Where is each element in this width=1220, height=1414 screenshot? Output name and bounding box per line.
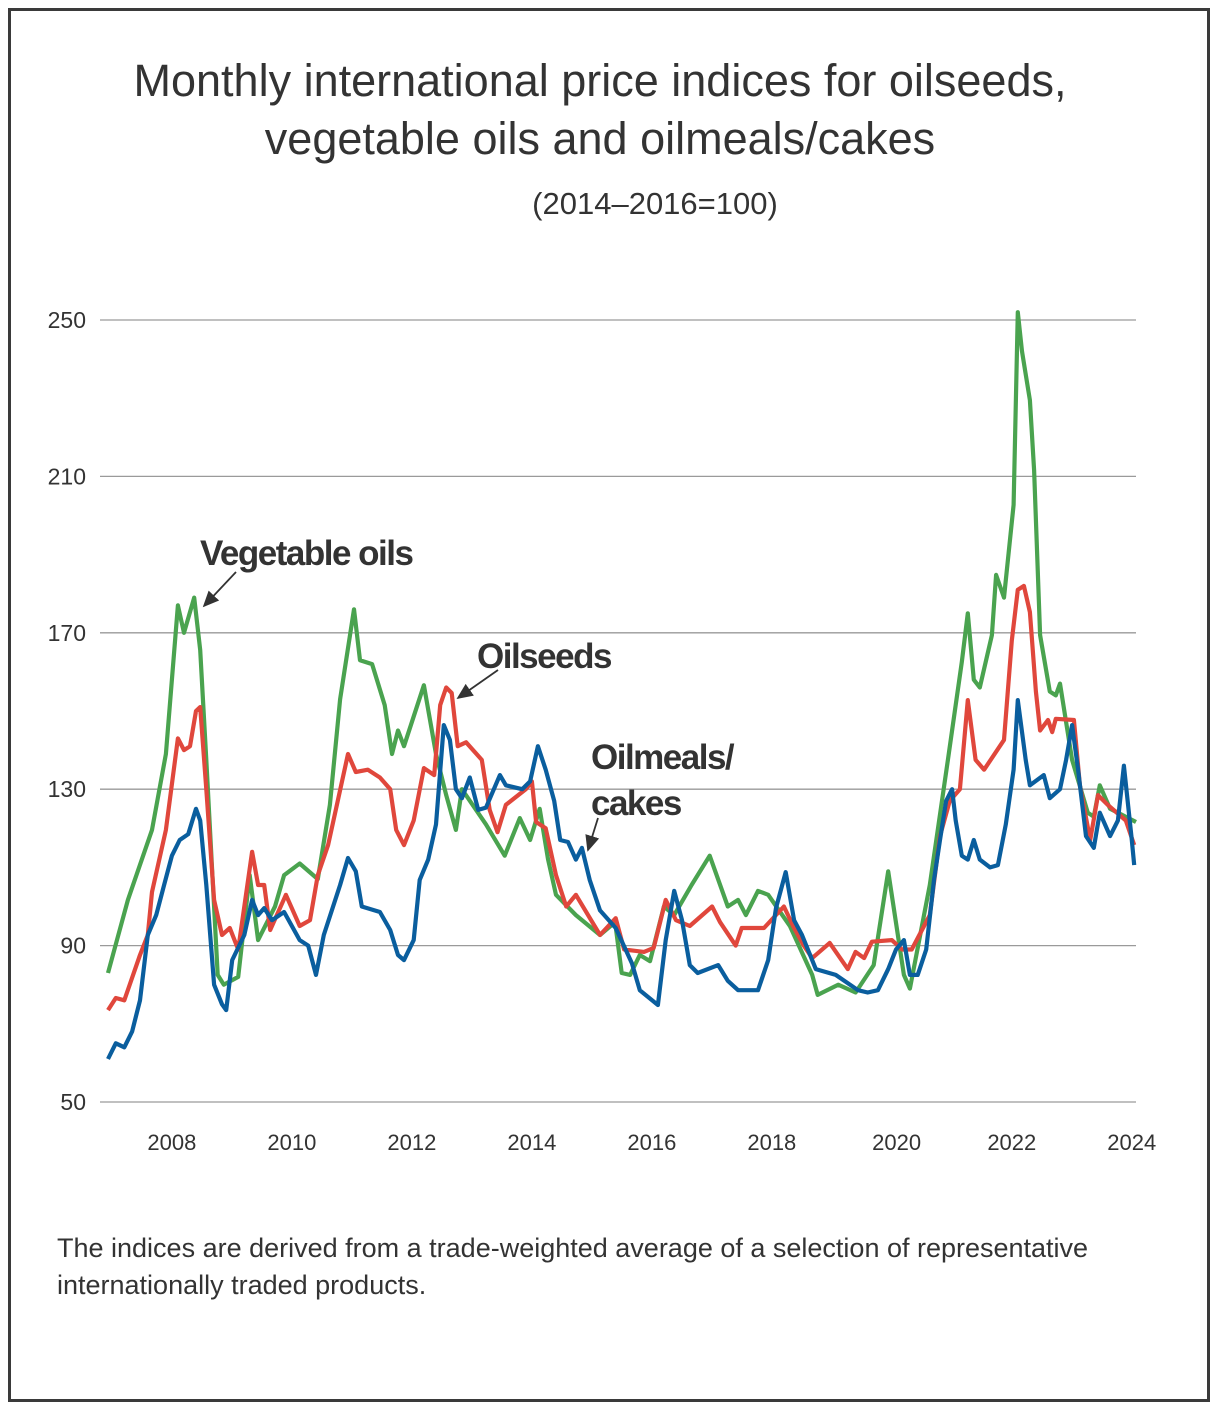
chart-frame xyxy=(8,8,1210,1402)
series-line-vegetable-oils xyxy=(105,310,1137,997)
series-line-oilmeals-cakes xyxy=(106,698,1137,1060)
annotation-label: Oilseeds xyxy=(477,637,612,676)
x-tick-label: 2010 xyxy=(267,1130,316,1155)
y-tick-label: 170 xyxy=(48,620,86,646)
y-tick-label: 250 xyxy=(48,307,86,333)
annotation-label: Vegetable oils xyxy=(200,534,413,573)
series-line-oilseeds xyxy=(106,583,1137,1012)
y-tick-label: 130 xyxy=(48,776,86,802)
y-tick-label: 210 xyxy=(48,463,86,489)
x-tick-label: 2022 xyxy=(987,1130,1036,1155)
chart-subtitle: (2014–2016=100) xyxy=(532,186,778,221)
x-tick-label: 2020 xyxy=(872,1130,921,1155)
x-tick-label: 2014 xyxy=(507,1130,556,1155)
x-tick-label: 2016 xyxy=(627,1130,676,1155)
x-tick-label: 2008 xyxy=(147,1130,196,1155)
footnote: The indices are derived from a trade-wei… xyxy=(57,1233,1089,1300)
annotation-arrow-icon xyxy=(456,669,499,700)
chart-title-line-2: vegetable oils and oilmeals/cakes xyxy=(264,113,936,164)
annotation-label: cakes xyxy=(591,784,682,823)
chart-title: Monthly international price indices for … xyxy=(0,52,1200,168)
y-tick-label: 50 xyxy=(60,1089,86,1115)
chart-title-line-1: Monthly international price indices for … xyxy=(133,55,1067,106)
x-tick-label: 2018 xyxy=(747,1130,796,1155)
x-tick-label: 2024 xyxy=(1107,1130,1156,1155)
y-tick-label: 90 xyxy=(60,933,86,959)
annotation-label: Oilmeals/ xyxy=(591,738,735,777)
annotation-arrow-icon xyxy=(585,817,600,852)
x-tick-label: 2012 xyxy=(387,1130,436,1155)
annotation-arrow-icon xyxy=(202,571,237,608)
